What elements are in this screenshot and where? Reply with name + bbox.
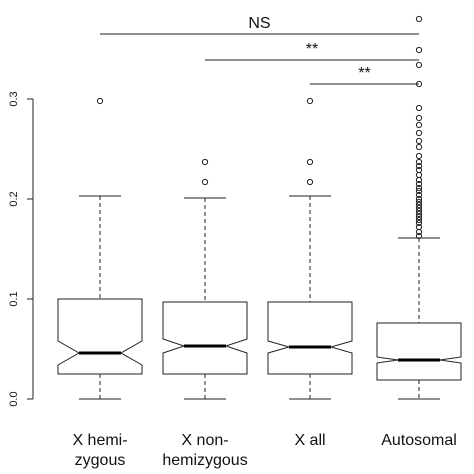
outlier-point <box>415 61 423 69</box>
outlier-point <box>415 210 423 218</box>
y-tick-label: 0.1 <box>8 291 20 306</box>
outlier-point <box>415 15 423 23</box>
outlier-point <box>415 207 423 215</box>
category-label-line: Autosomal <box>381 432 457 449</box>
category-label: X all <box>294 432 325 449</box>
category-label-line: hemizygous <box>162 452 247 469</box>
outlier-point <box>415 219 423 227</box>
outlier-point <box>415 171 423 179</box>
outlier-point <box>415 184 423 192</box>
outlier-point <box>415 152 423 160</box>
box-1 <box>162 158 248 400</box>
significance-label: ** <box>306 41 318 58</box>
outlier-point <box>201 158 209 166</box>
outlier-point <box>415 143 423 151</box>
outlier-point <box>96 97 104 105</box>
outlier-point <box>415 158 423 166</box>
outlier-point <box>415 80 423 88</box>
outlier-point <box>306 97 314 105</box>
notched-box <box>162 301 248 375</box>
outlier-point <box>306 158 314 166</box>
outlier-point <box>415 187 423 195</box>
notched-box <box>267 301 353 375</box>
category-label-line: zygous <box>75 452 126 469</box>
outlier-point <box>415 46 423 54</box>
y-axis: 0.0 0.1 0.2 0.3 <box>8 91 34 407</box>
category-label-line: X non- <box>181 432 228 449</box>
outlier-point <box>306 178 314 186</box>
notched-box <box>376 322 462 381</box>
outlier-point <box>415 121 423 129</box>
outlier-point <box>415 204 423 212</box>
outlier-point <box>415 104 423 112</box>
category-label-line: X hemi- <box>72 432 127 449</box>
category-label: X non-hemizygous <box>162 432 247 469</box>
outlier-point <box>415 191 423 199</box>
y-tick-label: 0.3 <box>8 91 20 106</box>
category-label: Autosomal <box>381 432 457 449</box>
category-labels: X hemi-zygous X non-hemizygous X all Autoso… <box>72 432 456 469</box>
significance-brackets: NS ** ** <box>100 15 419 85</box>
outlier-point <box>201 178 209 186</box>
outlier-point <box>415 213 423 221</box>
outlier-point <box>415 114 423 122</box>
box-0 <box>57 97 143 400</box>
outlier-point <box>415 162 423 170</box>
y-tick-label: 0.0 <box>8 391 20 406</box>
significance-label: NS <box>248 15 270 32</box>
box-3 <box>376 15 462 400</box>
outlier-point <box>415 198 423 206</box>
outlier-point <box>415 201 423 209</box>
category-label-line: X all <box>294 432 325 449</box>
category-label: X hemi-zygous <box>72 432 127 469</box>
outlier-point <box>415 232 423 240</box>
box-2 <box>267 97 353 400</box>
outlier-point <box>415 180 423 188</box>
outlier-point <box>415 195 423 203</box>
outlier-point <box>415 166 423 174</box>
notched-box <box>57 298 143 375</box>
significance-label: ** <box>358 65 370 82</box>
outlier-point <box>415 137 423 145</box>
outlier-point <box>415 223 423 231</box>
y-tick-label: 0.2 <box>8 191 20 206</box>
outlier-point <box>415 216 423 224</box>
boxes <box>57 15 462 400</box>
outlier-point <box>415 129 423 137</box>
